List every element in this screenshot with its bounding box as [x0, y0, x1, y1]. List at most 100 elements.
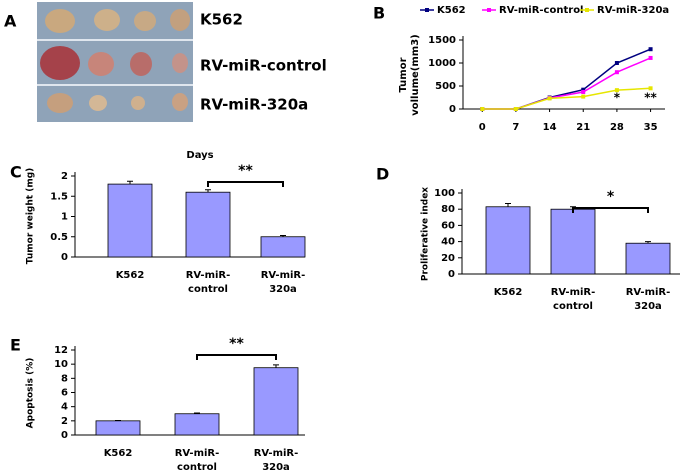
y-axis-label: Tumorvollume(mm3) [398, 34, 421, 116]
y-axis-label: Apoptosis (%) [26, 358, 36, 429]
y-tick-label: 1 [61, 212, 68, 223]
bar [260, 236, 306, 258]
marker [648, 55, 653, 60]
tumor [88, 52, 114, 76]
photo-label: RV-miR-control [200, 57, 327, 75]
marker [648, 86, 653, 91]
tumor [47, 93, 73, 113]
series-line [482, 87, 651, 110]
bar [185, 191, 231, 258]
legend-marker [585, 8, 589, 12]
y-tick-label: 40 [441, 237, 455, 248]
bar [107, 183, 153, 258]
y-axis-label: Proliferative index [421, 187, 431, 281]
significance-mark: ** [644, 91, 657, 105]
x-tick-label: RV-miR- [626, 287, 671, 298]
marker [614, 61, 619, 65]
panel-label: D [376, 165, 389, 184]
panel-label: C [10, 163, 22, 182]
x-axis-label: Days [186, 150, 213, 161]
y-axis-label: Tumor weight (mg) [26, 168, 36, 265]
photo-label: RV-miR-320a [200, 96, 308, 114]
x-tick-label: 0 [479, 122, 486, 133]
error-bar [194, 412, 200, 414]
legend-marker [487, 8, 491, 12]
marker [581, 87, 586, 92]
y-tick-label: 0 [61, 252, 68, 263]
bar [625, 242, 671, 275]
marker [547, 96, 552, 101]
series-line [482, 48, 651, 110]
y-tick-label: 1000 [428, 58, 456, 69]
y-tick-label: 500 [435, 81, 456, 92]
tumor [94, 9, 120, 31]
y-tick-label: 80 [441, 204, 455, 215]
significance-mark: * [607, 189, 615, 205]
panel-label: B [373, 4, 385, 23]
y-tick-label: 1500 [428, 35, 456, 46]
x-tick-label: RV-miR- [551, 287, 596, 298]
tumor [40, 46, 80, 80]
x-tick-label: RV-miR- [254, 448, 299, 459]
error-bar [127, 180, 133, 185]
x-tick-label: 320a [262, 462, 290, 472]
error-bar [205, 189, 211, 193]
x-tick-label: 28 [610, 122, 624, 133]
tumor [45, 9, 75, 33]
y-tick-label: 60 [441, 220, 455, 231]
tumor [172, 93, 188, 111]
y-tick-label: 4 [61, 402, 68, 413]
series-line [482, 57, 651, 110]
y-axis-label-line: Tumor [398, 57, 409, 92]
marker [614, 70, 619, 75]
bar [95, 420, 141, 436]
tumor-photo [37, 2, 193, 122]
x-tick-label: RV-miR- [175, 448, 220, 459]
y-tick-label: 1.5 [50, 191, 68, 202]
legend-label: K562 [437, 5, 466, 16]
x-tick-label: 35 [644, 122, 658, 133]
y-tick-label: 20 [441, 253, 455, 264]
significance-mark: ** [238, 163, 253, 179]
x-tick-label: control [553, 301, 593, 312]
marker [614, 88, 619, 93]
x-tick-label: K562 [116, 270, 145, 281]
error-bar [280, 235, 286, 237]
y-tick-label: 0.5 [50, 232, 68, 243]
x-tick-label: K562 [104, 448, 133, 459]
x-tick-label: RV-miR- [186, 270, 231, 281]
y-axis-label-line: vollume(mm3) [410, 34, 421, 116]
error-bar [505, 203, 511, 207]
y-tick-label: 0 [61, 430, 68, 441]
tumor [170, 9, 190, 31]
panel-label: E [10, 336, 21, 355]
y-tick-label: 10 [54, 359, 68, 370]
marker [648, 47, 653, 52]
y-tick-label: 100 [434, 188, 455, 199]
x-tick-label: 14 [543, 122, 557, 133]
x-tick-label: 320a [634, 301, 662, 312]
x-tick-label: 320a [269, 284, 297, 295]
y-tick-label: 6 [61, 388, 68, 399]
tumor [89, 95, 107, 111]
bar [253, 367, 299, 436]
y-tick-label: 0 [448, 269, 455, 280]
x-tick-label: control [177, 462, 217, 472]
marker [513, 107, 518, 111]
significance-bracket [196, 354, 277, 360]
marker [581, 94, 586, 99]
legend-label: RV-miR-control [499, 5, 584, 16]
error-bar [273, 364, 279, 368]
legend-label: RV-miR-320a [597, 5, 669, 16]
x-tick-label: K562 [494, 287, 523, 298]
y-tick-label: 0 [449, 104, 456, 115]
y-tick-label: 2 [61, 171, 68, 182]
panel-label: A [4, 12, 17, 31]
tumor [134, 11, 156, 31]
x-tick-label: control [188, 284, 228, 295]
bar [174, 413, 220, 436]
tumor [130, 52, 152, 76]
y-tick-label: 2 [61, 416, 68, 427]
significance-mark: ** [229, 336, 244, 352]
